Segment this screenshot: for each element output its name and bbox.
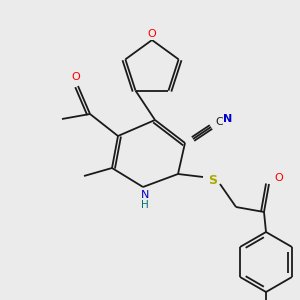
Text: H: H xyxy=(141,200,149,210)
Text: S: S xyxy=(208,175,217,188)
Text: N: N xyxy=(224,114,232,124)
Text: N: N xyxy=(141,190,149,200)
Text: O: O xyxy=(72,72,80,82)
Text: O: O xyxy=(274,173,284,183)
Text: C: C xyxy=(215,117,223,127)
Text: O: O xyxy=(148,29,156,39)
